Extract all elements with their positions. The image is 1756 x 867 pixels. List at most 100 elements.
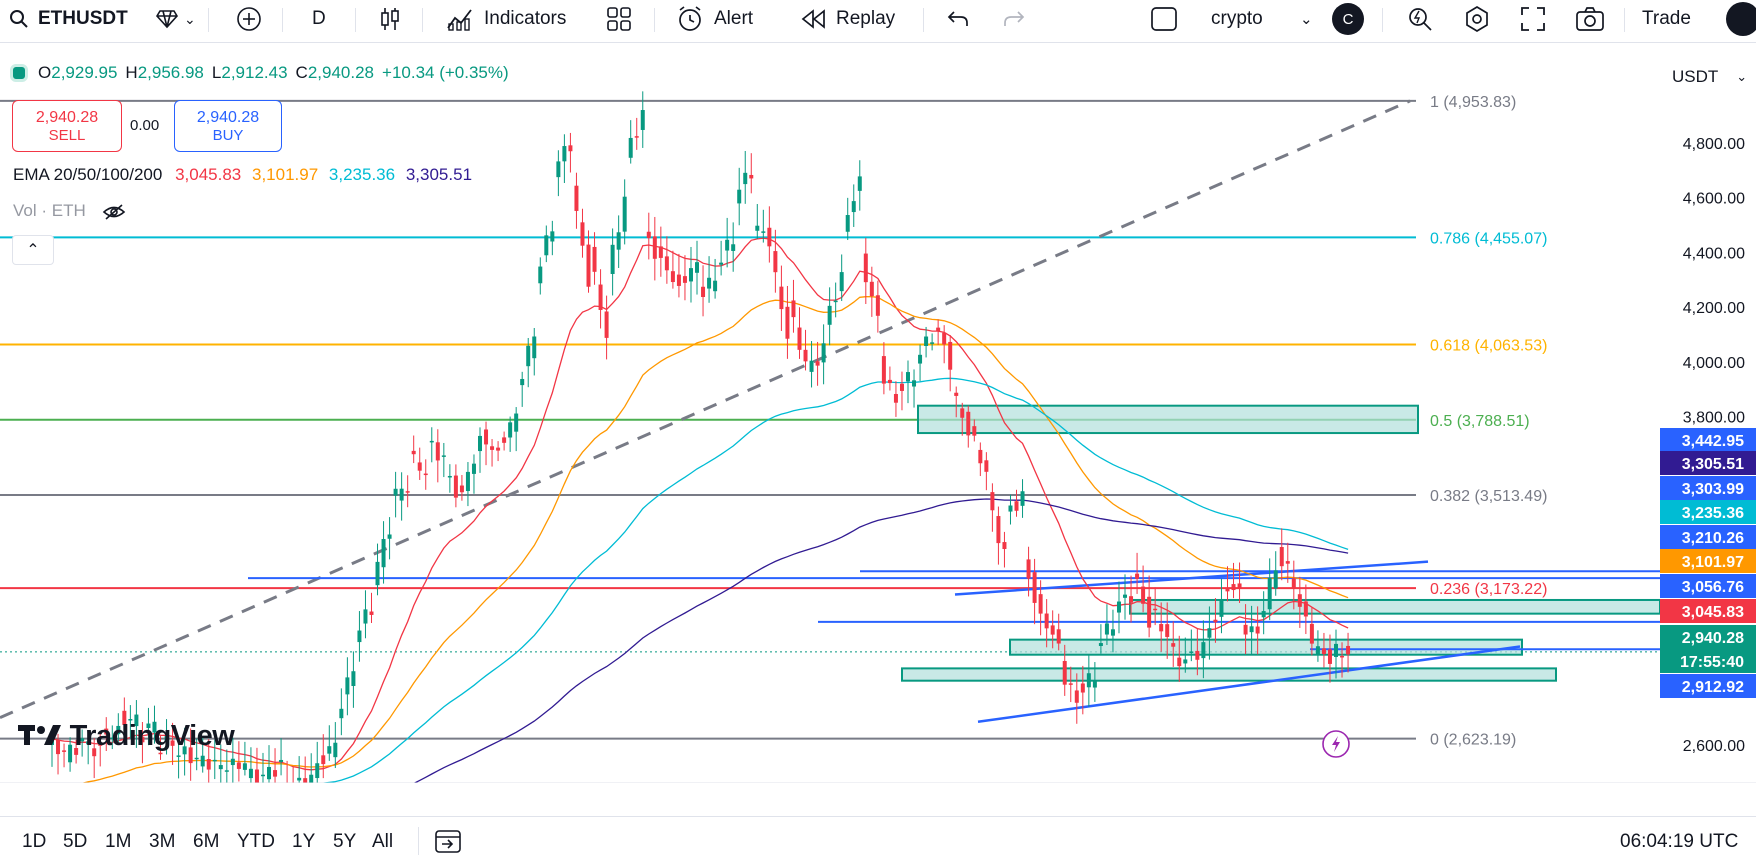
indicators-button[interactable]: Indicators <box>446 0 566 38</box>
candle-body <box>870 282 874 296</box>
quick-search-button[interactable] <box>1406 0 1434 38</box>
candle <box>508 417 512 452</box>
candle <box>1002 532 1006 568</box>
candle-body <box>617 232 621 249</box>
candle <box>816 342 820 386</box>
candle-body <box>876 295 880 316</box>
price-badge-label: 3,442.95 <box>1682 433 1744 450</box>
candle <box>701 265 705 316</box>
price-tick-label: 4,400.00 <box>1683 245 1745 262</box>
candle <box>725 218 729 267</box>
ema-legend[interactable]: EMA 20/50/100/200 3,045.83 3,101.97 3,23… <box>13 165 472 185</box>
alert-button[interactable]: Alert <box>676 0 753 38</box>
range-all[interactable]: All <box>372 831 393 853</box>
top-toolbar: ETHUSDT ⌄ D Indicators Alert Replay cryp… <box>0 0 1756 43</box>
candle <box>665 236 669 284</box>
candle <box>635 118 639 150</box>
range-1d[interactable]: 1D <box>22 831 46 853</box>
range-1y[interactable]: 1Y <box>292 831 315 853</box>
undo-button[interactable] <box>946 0 970 38</box>
candle <box>297 756 301 783</box>
snapshot-button[interactable] <box>1575 0 1605 38</box>
candle <box>466 462 470 506</box>
search-icon <box>8 8 30 30</box>
candle <box>1117 582 1121 634</box>
layout-checkbox[interactable] <box>1150 0 1178 38</box>
chart-canvas[interactable]: 1 (4,953.83)0.786 (4,455.07)0.618 (4,063… <box>0 45 1756 783</box>
collapse-legend-button[interactable]: ⌃ <box>12 235 54 265</box>
fib-level-label: 0.5 (3,788.51) <box>1430 413 1530 430</box>
candle <box>574 173 578 229</box>
layout-name-button[interactable]: crypto <box>1211 0 1263 38</box>
chart-type-button[interactable] <box>378 0 402 38</box>
user-avatar[interactable] <box>1726 2 1756 36</box>
interval-button[interactable]: D <box>312 0 326 38</box>
range-ytd[interactable]: YTD <box>237 831 275 853</box>
candle <box>309 753 313 783</box>
range-5y[interactable]: 5Y <box>333 831 356 853</box>
range-1m[interactable]: 1M <box>105 831 131 853</box>
candle <box>1033 559 1037 624</box>
compare-symbol-button[interactable] <box>236 0 262 38</box>
candle-body <box>382 539 386 567</box>
price-badge: 3,442.95 <box>1660 428 1756 452</box>
candle <box>984 452 988 490</box>
avatar[interactable]: C <box>1332 0 1364 38</box>
eye-hidden-icon[interactable] <box>102 203 126 221</box>
chart-area[interactable]: 1 (4,953.83)0.786 (4,455.07)0.618 (4,063… <box>0 45 1756 783</box>
candle-body <box>568 145 572 151</box>
candle-body <box>562 146 566 161</box>
candle <box>882 342 886 394</box>
volume-legend[interactable]: Vol · ETH <box>13 201 126 221</box>
templates-button[interactable] <box>606 0 632 38</box>
fib-level-label: 0.618 (4,063.53) <box>1430 338 1547 355</box>
candle-body <box>1232 584 1236 590</box>
candle-body <box>978 450 982 463</box>
price-tick-label: 2,600.00 <box>1683 738 1745 755</box>
candle <box>894 381 898 417</box>
sell-button[interactable]: 2,940.28 SELL <box>12 100 122 152</box>
symbol-search-button[interactable]: ETHUSDT <box>8 0 128 38</box>
trade-button[interactable]: Trade <box>1642 0 1691 38</box>
price-tick-label: 4,600.00 <box>1683 191 1745 208</box>
candle <box>737 168 741 225</box>
candle-body <box>1008 506 1012 512</box>
chevron-down-icon[interactable]: ⌄ <box>1300 0 1313 38</box>
candle-body <box>394 489 398 496</box>
candle-body <box>599 285 603 310</box>
gem-dropdown-button[interactable]: ⌄ <box>156 0 196 38</box>
rewind-icon <box>800 8 826 30</box>
candle-body <box>466 472 470 491</box>
demand-zone <box>902 668 1556 680</box>
spread-value: 0.00 <box>130 117 159 134</box>
candle-body <box>1075 690 1079 702</box>
ema100-value: 3,235.36 <box>329 165 395 184</box>
range-5d[interactable]: 5D <box>63 831 87 853</box>
candle-body <box>1219 600 1223 617</box>
price-badge-label: 3,305.51 <box>1682 456 1744 473</box>
fullscreen-button[interactable] <box>1520 0 1546 38</box>
redo-icon <box>1002 8 1026 30</box>
price-badge: 3,305.51 <box>1660 451 1756 475</box>
settings-button[interactable] <box>1463 0 1491 38</box>
redo-button[interactable] <box>1002 0 1026 38</box>
candle <box>1021 479 1025 518</box>
alert-label: Alert <box>714 8 753 30</box>
candle <box>550 221 554 255</box>
buy-button[interactable]: 2,940.28 BUY <box>174 100 282 152</box>
candle <box>454 464 458 507</box>
candle <box>261 753 265 783</box>
candle <box>749 153 753 193</box>
go-to-date-icon[interactable] <box>434 827 462 855</box>
ema-lines <box>52 238 1348 783</box>
replay-button[interactable]: Replay <box>800 0 895 38</box>
candle <box>556 150 560 196</box>
candle <box>912 369 916 407</box>
range-6m[interactable]: 6M <box>193 831 219 853</box>
range-3m[interactable]: 3M <box>149 831 175 853</box>
utc-clock[interactable]: 06:04:19 UTC <box>1620 831 1738 853</box>
candle <box>689 247 693 303</box>
currency-dropdown[interactable]: USDT ⌄ <box>1664 60 1754 94</box>
candle-body <box>990 492 994 510</box>
candle <box>822 324 826 384</box>
